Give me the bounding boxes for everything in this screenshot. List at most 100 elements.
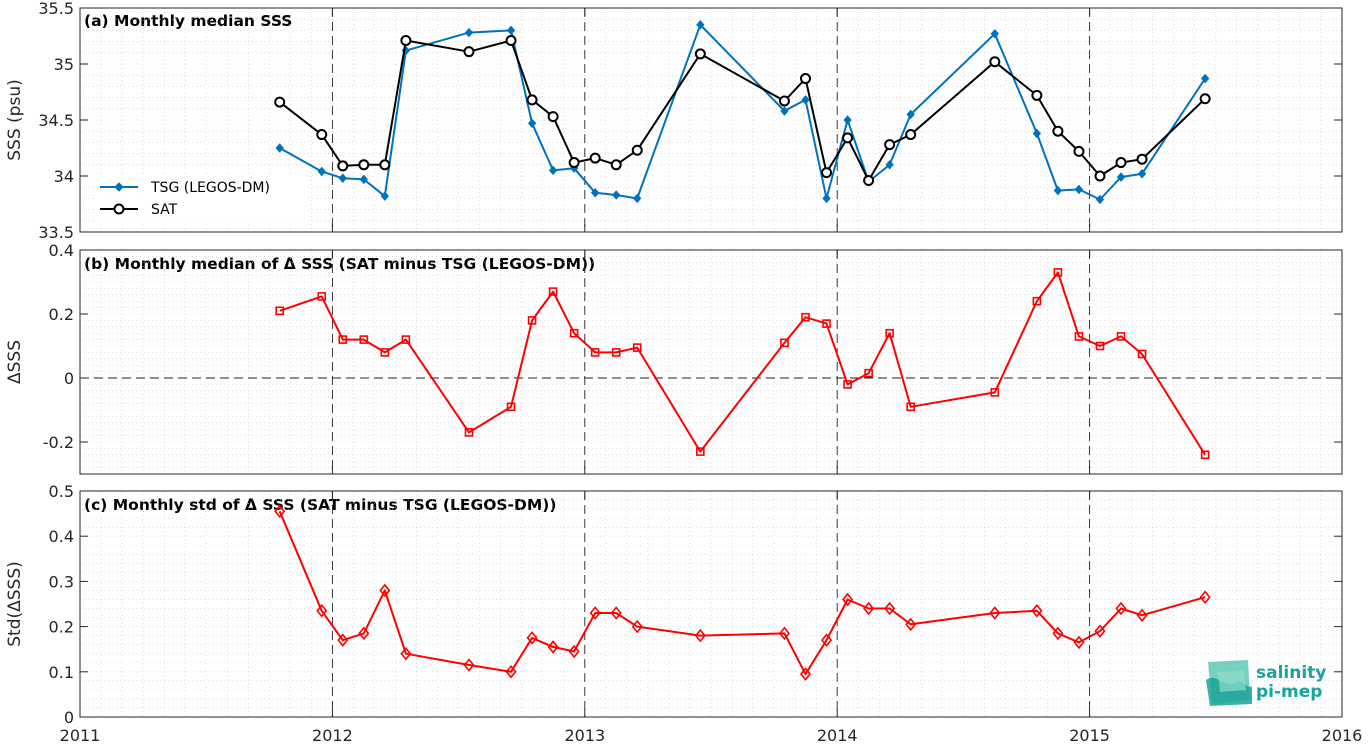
data-point xyxy=(842,592,854,607)
y-tick-label: -0.2 xyxy=(43,433,74,452)
data-point xyxy=(401,335,411,344)
data-point xyxy=(990,29,999,39)
x-tick-label: 2013 xyxy=(564,726,605,745)
data-point xyxy=(1032,128,1042,139)
data-point xyxy=(1199,590,1211,604)
data-point xyxy=(696,447,705,456)
data-point xyxy=(316,604,328,618)
data-point xyxy=(821,167,833,179)
data-point xyxy=(990,388,1000,397)
y-tick-label: 0.4 xyxy=(49,241,74,260)
data-point xyxy=(589,606,601,620)
data-point xyxy=(463,46,475,58)
data-point xyxy=(274,504,286,519)
data-point xyxy=(1032,296,1042,306)
data-point xyxy=(379,159,391,171)
data-point xyxy=(1095,194,1105,205)
data-point xyxy=(989,606,1001,620)
data-point xyxy=(316,129,328,141)
series-line-0-1 xyxy=(279,39,1206,182)
data-point xyxy=(884,139,896,151)
series-line-1-0 xyxy=(279,271,1206,456)
data-point xyxy=(842,132,854,144)
data-point xyxy=(696,20,705,30)
data-point xyxy=(1116,332,1126,341)
data-point xyxy=(821,633,833,647)
data-point xyxy=(358,159,370,171)
data-point xyxy=(801,312,810,322)
series-group xyxy=(274,504,1211,681)
data-point xyxy=(822,193,831,204)
data-point xyxy=(275,306,284,316)
data-point xyxy=(799,667,812,681)
axes-box xyxy=(79,249,1343,475)
y-tick-label: 0.1 xyxy=(49,663,74,682)
logo-text-line1: salinity xyxy=(1256,663,1326,683)
legend: TSG (LEGOS-DM) SAT xyxy=(96,175,306,221)
y-tick-label: 35 xyxy=(54,55,74,74)
data-point xyxy=(632,343,642,352)
y-tick-label: 34 xyxy=(54,167,74,186)
data-point xyxy=(694,628,706,643)
y-tick-label: 34.5 xyxy=(38,111,74,130)
data-point xyxy=(1200,450,1210,460)
data-point xyxy=(400,646,412,661)
data-point xyxy=(506,402,516,412)
x-tick-label: 2015 xyxy=(1069,726,1110,745)
data-point xyxy=(379,583,391,598)
data-point xyxy=(464,27,474,38)
data-point xyxy=(1200,73,1210,84)
x-tick-label: 2014 xyxy=(817,726,858,745)
series-group xyxy=(275,268,1210,460)
data-point xyxy=(505,665,517,679)
data-point xyxy=(1074,184,1084,195)
data-point xyxy=(906,402,915,412)
data-point xyxy=(1199,93,1211,105)
y-tick-label: 0.2 xyxy=(49,305,74,324)
y-tick-label: 0.2 xyxy=(49,618,74,637)
data-point xyxy=(611,348,621,357)
data-point xyxy=(800,73,812,85)
data-point xyxy=(801,95,810,105)
panel-c-ylabel: Std(ΔSSS) xyxy=(5,561,25,647)
data-point xyxy=(359,335,369,344)
y-tick-label: 35.5 xyxy=(38,0,74,18)
data-point xyxy=(1052,125,1064,137)
data-point xyxy=(612,190,621,200)
data-point xyxy=(1136,153,1148,165)
series-line-0-0 xyxy=(279,23,1206,201)
data-point xyxy=(590,348,600,357)
y-tick-label: 0.5 xyxy=(49,482,74,501)
data-point xyxy=(905,129,917,141)
data-point xyxy=(1136,608,1148,623)
data-point xyxy=(778,95,790,107)
panel-a-ylabel: SSS (psu) xyxy=(5,79,25,160)
data-point xyxy=(905,617,917,632)
data-point xyxy=(338,335,348,344)
data-point xyxy=(822,319,831,328)
data-point xyxy=(380,191,390,201)
data-point xyxy=(633,193,642,204)
data-point xyxy=(380,348,390,357)
data-point xyxy=(1053,185,1063,196)
data-point xyxy=(1031,89,1043,101)
data-point xyxy=(1094,624,1106,638)
data-point xyxy=(317,292,327,301)
y-tick-label: 0 xyxy=(64,369,74,388)
data-point xyxy=(631,144,643,156)
data-point xyxy=(906,109,915,120)
panel-c-title: (c) Monthly std of Δ SSS (SAT minus TSG … xyxy=(84,496,556,514)
data-point xyxy=(1073,635,1085,650)
legend-entry-sat: SAT xyxy=(151,202,178,218)
data-point xyxy=(1053,268,1063,277)
data-point xyxy=(547,640,559,654)
y-tick-label: 33.5 xyxy=(38,223,74,242)
data-point xyxy=(463,658,475,672)
x-tick-label: 2012 xyxy=(312,726,353,745)
data-point xyxy=(780,106,789,116)
data-point xyxy=(275,143,284,153)
data-point xyxy=(863,174,875,186)
data-point xyxy=(274,96,286,108)
data-point xyxy=(337,633,349,647)
